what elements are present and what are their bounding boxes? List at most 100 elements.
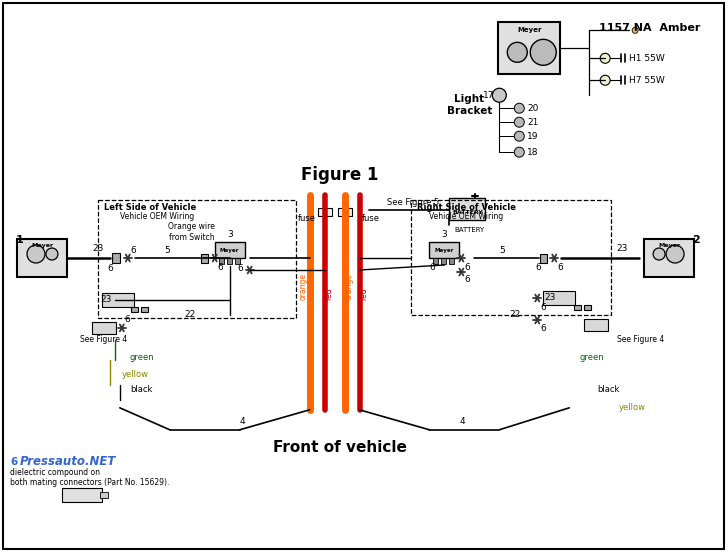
Text: 23: 23 <box>92 243 103 252</box>
Circle shape <box>507 43 527 62</box>
Bar <box>141 307 149 312</box>
Circle shape <box>600 54 610 63</box>
Text: See Figure 5: See Figure 5 <box>387 198 440 206</box>
Text: 22: 22 <box>510 310 521 320</box>
Text: 3: 3 <box>227 230 232 238</box>
Bar <box>543 291 575 305</box>
Text: 21: 21 <box>527 118 539 127</box>
Text: 18: 18 <box>527 148 539 157</box>
Bar <box>539 253 547 263</box>
Bar <box>449 198 486 220</box>
Circle shape <box>514 147 524 157</box>
Text: Meyer: Meyer <box>435 247 454 252</box>
Text: 17: 17 <box>483 91 495 100</box>
Text: H7 55W: H7 55W <box>629 76 665 85</box>
Bar <box>584 305 590 310</box>
Text: 1: 1 <box>16 235 24 245</box>
Bar <box>441 258 446 264</box>
Text: 6: 6 <box>557 263 563 272</box>
Text: dielectric compound on
both mating connectors (Part No. 15629).: dielectric compound on both mating conne… <box>10 468 170 487</box>
Circle shape <box>514 131 524 141</box>
Bar <box>17 239 67 277</box>
Circle shape <box>514 117 524 127</box>
Text: Orange wire
from Switch: Orange wire from Switch <box>168 222 215 242</box>
Text: See Figure 4: See Figure 4 <box>80 336 127 344</box>
Text: Meyer: Meyer <box>517 28 542 33</box>
Text: 23: 23 <box>100 295 111 305</box>
Text: BATTERY: BATTERY <box>454 227 485 233</box>
Text: 19: 19 <box>527 132 539 141</box>
Text: orange: orange <box>299 273 308 300</box>
Text: Light
Bracket: Light Bracket <box>447 94 492 116</box>
Text: BATTERY: BATTERY <box>452 210 483 215</box>
Bar <box>218 258 223 264</box>
Bar <box>338 208 352 216</box>
Bar <box>102 293 134 307</box>
Text: 6: 6 <box>540 304 546 312</box>
Circle shape <box>666 245 684 263</box>
Bar <box>574 305 581 310</box>
Text: fuse: fuse <box>298 214 316 222</box>
Text: 6: 6 <box>218 263 223 272</box>
Bar <box>98 200 296 318</box>
Text: 6: 6 <box>124 315 130 325</box>
Text: 1157 NA  Amber: 1157 NA Amber <box>599 23 700 33</box>
Text: 5: 5 <box>499 246 505 254</box>
Text: black: black <box>130 385 152 394</box>
Bar <box>499 22 561 75</box>
Text: Figure 1: Figure 1 <box>301 166 379 184</box>
Bar <box>62 488 102 502</box>
Bar <box>92 322 116 334</box>
Text: fuse: fuse <box>362 214 379 222</box>
Circle shape <box>530 39 556 65</box>
Text: red: red <box>324 288 333 300</box>
Text: 4: 4 <box>459 417 465 426</box>
Text: 6: 6 <box>464 263 470 272</box>
Text: Left Side of Vehicle: Left Side of Vehicle <box>104 203 196 211</box>
Bar <box>411 200 612 315</box>
Bar <box>234 258 240 264</box>
Bar <box>317 208 331 216</box>
Text: red: red <box>359 288 368 300</box>
Text: 6: 6 <box>131 246 137 254</box>
Text: 23: 23 <box>616 243 628 252</box>
Text: 5: 5 <box>165 246 170 254</box>
Text: Pressauto.NET: Pressauto.NET <box>20 455 116 468</box>
Circle shape <box>492 88 506 102</box>
Text: 6: 6 <box>430 263 435 272</box>
Circle shape <box>46 248 58 260</box>
Text: Meyer: Meyer <box>31 242 53 247</box>
Bar <box>584 319 608 331</box>
Bar <box>433 258 438 264</box>
Text: Right Side of Vehicle: Right Side of Vehicle <box>417 203 516 211</box>
Text: Vehicle OEM Wiring: Vehicle OEM Wiring <box>430 211 504 221</box>
Text: 22: 22 <box>185 310 196 320</box>
Text: 2: 2 <box>692 235 700 245</box>
Circle shape <box>514 103 524 113</box>
Text: Meyer: Meyer <box>658 242 680 247</box>
Circle shape <box>653 248 665 260</box>
Text: Meyer: Meyer <box>220 247 240 252</box>
Text: green: green <box>130 353 154 362</box>
Bar <box>430 242 459 258</box>
Text: green: green <box>579 353 604 362</box>
Bar <box>215 242 245 258</box>
Text: 6: 6 <box>237 263 243 273</box>
Text: yellow: yellow <box>122 370 149 379</box>
Bar <box>226 258 232 264</box>
Text: 6: 6 <box>464 275 470 284</box>
Bar <box>644 239 694 277</box>
Bar <box>449 258 454 264</box>
Text: 3: 3 <box>441 230 447 238</box>
Text: See Figure 4: See Figure 4 <box>617 336 665 344</box>
Bar <box>100 492 108 498</box>
Circle shape <box>632 28 638 33</box>
Text: 6: 6 <box>540 325 546 333</box>
Bar <box>131 307 138 312</box>
Text: yellow: yellow <box>619 404 646 412</box>
Bar <box>112 253 120 263</box>
Text: 4: 4 <box>240 417 245 426</box>
Text: 6: 6 <box>535 263 541 272</box>
Text: 6: 6 <box>10 457 17 467</box>
Circle shape <box>27 245 45 263</box>
